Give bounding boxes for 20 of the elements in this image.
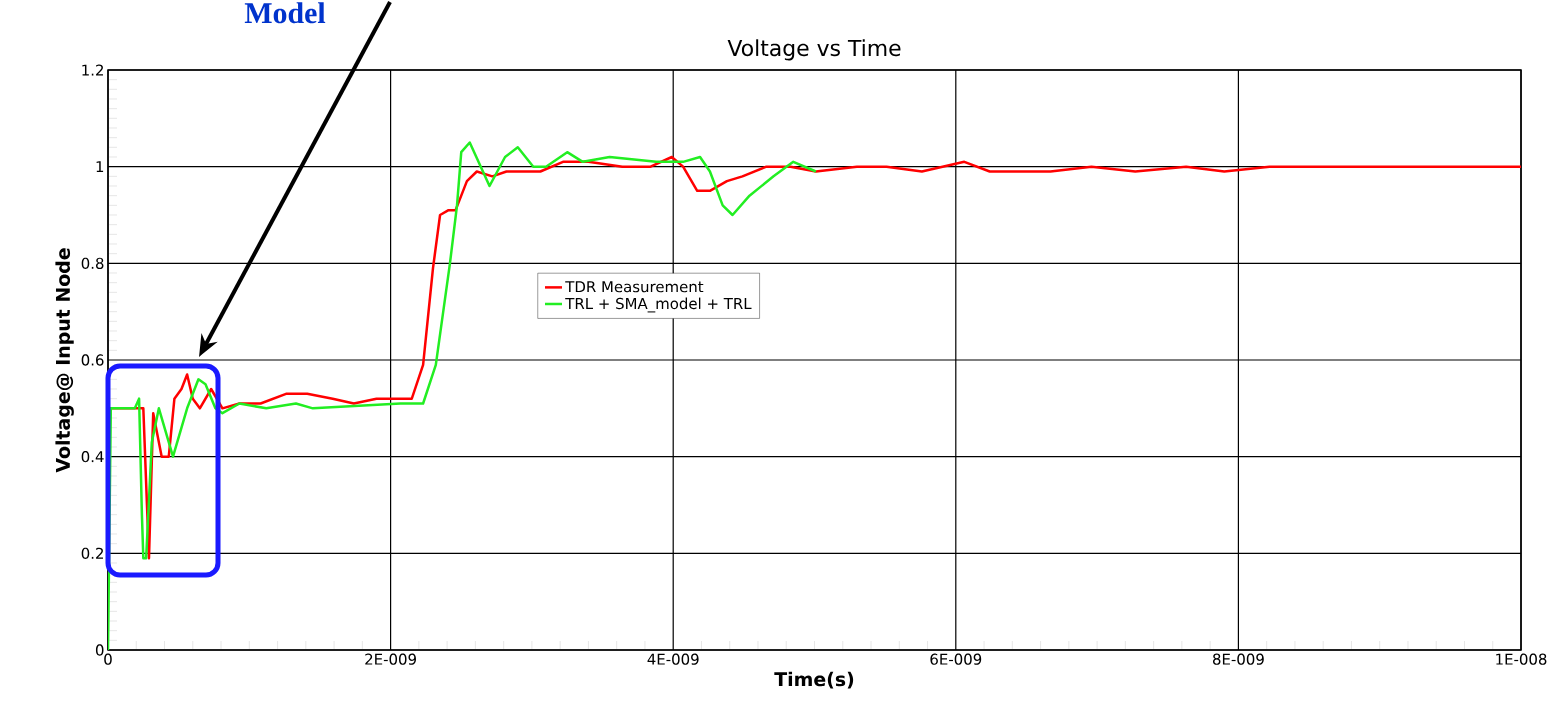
y-tick-label: 1 <box>96 161 104 173</box>
x-tick-label: 2E-009 <box>365 653 416 665</box>
y-tick-label: 0.8 <box>81 257 104 269</box>
x-tick-label: 4E-009 <box>647 653 699 665</box>
x-tick-label: 6E-009 <box>930 653 982 665</box>
y-tick-label: 0 <box>95 644 104 656</box>
x-tick-label: 0 <box>104 653 112 665</box>
y-axis-title: Voltage@ Input Node <box>55 248 74 473</box>
text: Model <box>244 2 326 24</box>
x-tick-label: 8E-009 <box>1212 653 1264 665</box>
y-tick-label: 0.6 <box>81 354 104 366</box>
legend-label: TRL + SMA_model + TRL <box>565 297 752 313</box>
legend-label: TDR Measurement <box>565 281 704 293</box>
x-axis-title: Time(s) <box>774 671 854 689</box>
x-tick-label: 1E-008 <box>1496 653 1547 665</box>
line-series <box>108 141 818 650</box>
chart-title: Voltage vs Time <box>727 39 901 61</box>
y-tick-label: 0.2 <box>81 547 103 559</box>
y-tick-label: 0.4 <box>81 451 104 463</box>
y-tick-label: 1.2 <box>82 64 103 76</box>
